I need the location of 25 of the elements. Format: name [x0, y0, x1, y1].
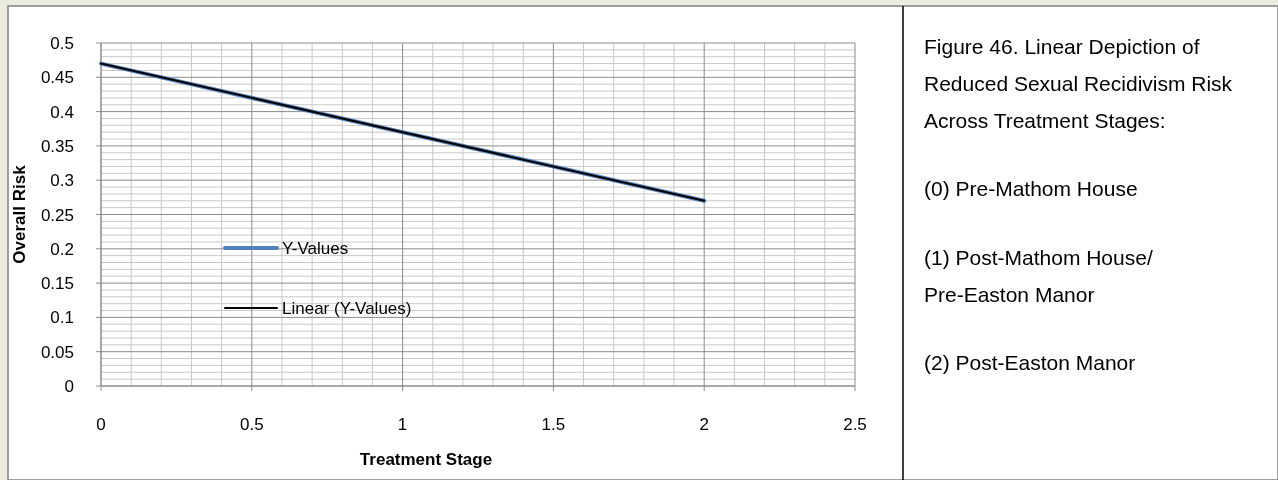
- y-tick-label: 0.35: [40, 136, 74, 156]
- y-tick-label: 0: [64, 377, 74, 396]
- y-axis-title: Overall Risk: [10, 164, 29, 264]
- y-tick-label: 0.4: [50, 102, 74, 122]
- legend-label: Linear (Y-Values): [282, 299, 412, 318]
- x-tick-label: 0.5: [239, 415, 264, 434]
- y-tick-label: 0.45: [40, 68, 74, 88]
- y-tick-label: 0.05: [40, 342, 74, 362]
- y-tick-label: 0.1: [50, 308, 74, 328]
- y-tick-label: 0.25: [40, 205, 74, 225]
- x-tick-label: 0: [96, 415, 106, 434]
- x-tick-label: 1.5: [541, 415, 566, 434]
- x-tick-label: 2: [699, 415, 709, 434]
- legend-label: Y-Values: [282, 239, 349, 258]
- y-tick-label: 0.15: [40, 274, 74, 294]
- text: (0) Pre-Mathom House: [924, 177, 1138, 201]
- y-tick-label: 0.3: [50, 171, 74, 191]
- x-tick-label: 1: [397, 415, 408, 434]
- y-tick-label: 0.2: [50, 239, 74, 259]
- text: (1) Post-Mathom House/ Pre-Easton Manor: [924, 245, 1153, 306]
- text: (2) Post-Easton Manor: [924, 351, 1136, 375]
- x-tick-label: 2.5: [843, 415, 867, 434]
- x-axis-title: Treatment Stage: [359, 450, 493, 469]
- text: Figure 46. Linear Depiction of Reduced Sexual Recidivism Risk Across Treatment Stages:: [924, 35, 1233, 132]
- y-tick-label: 0.5: [50, 34, 74, 53]
